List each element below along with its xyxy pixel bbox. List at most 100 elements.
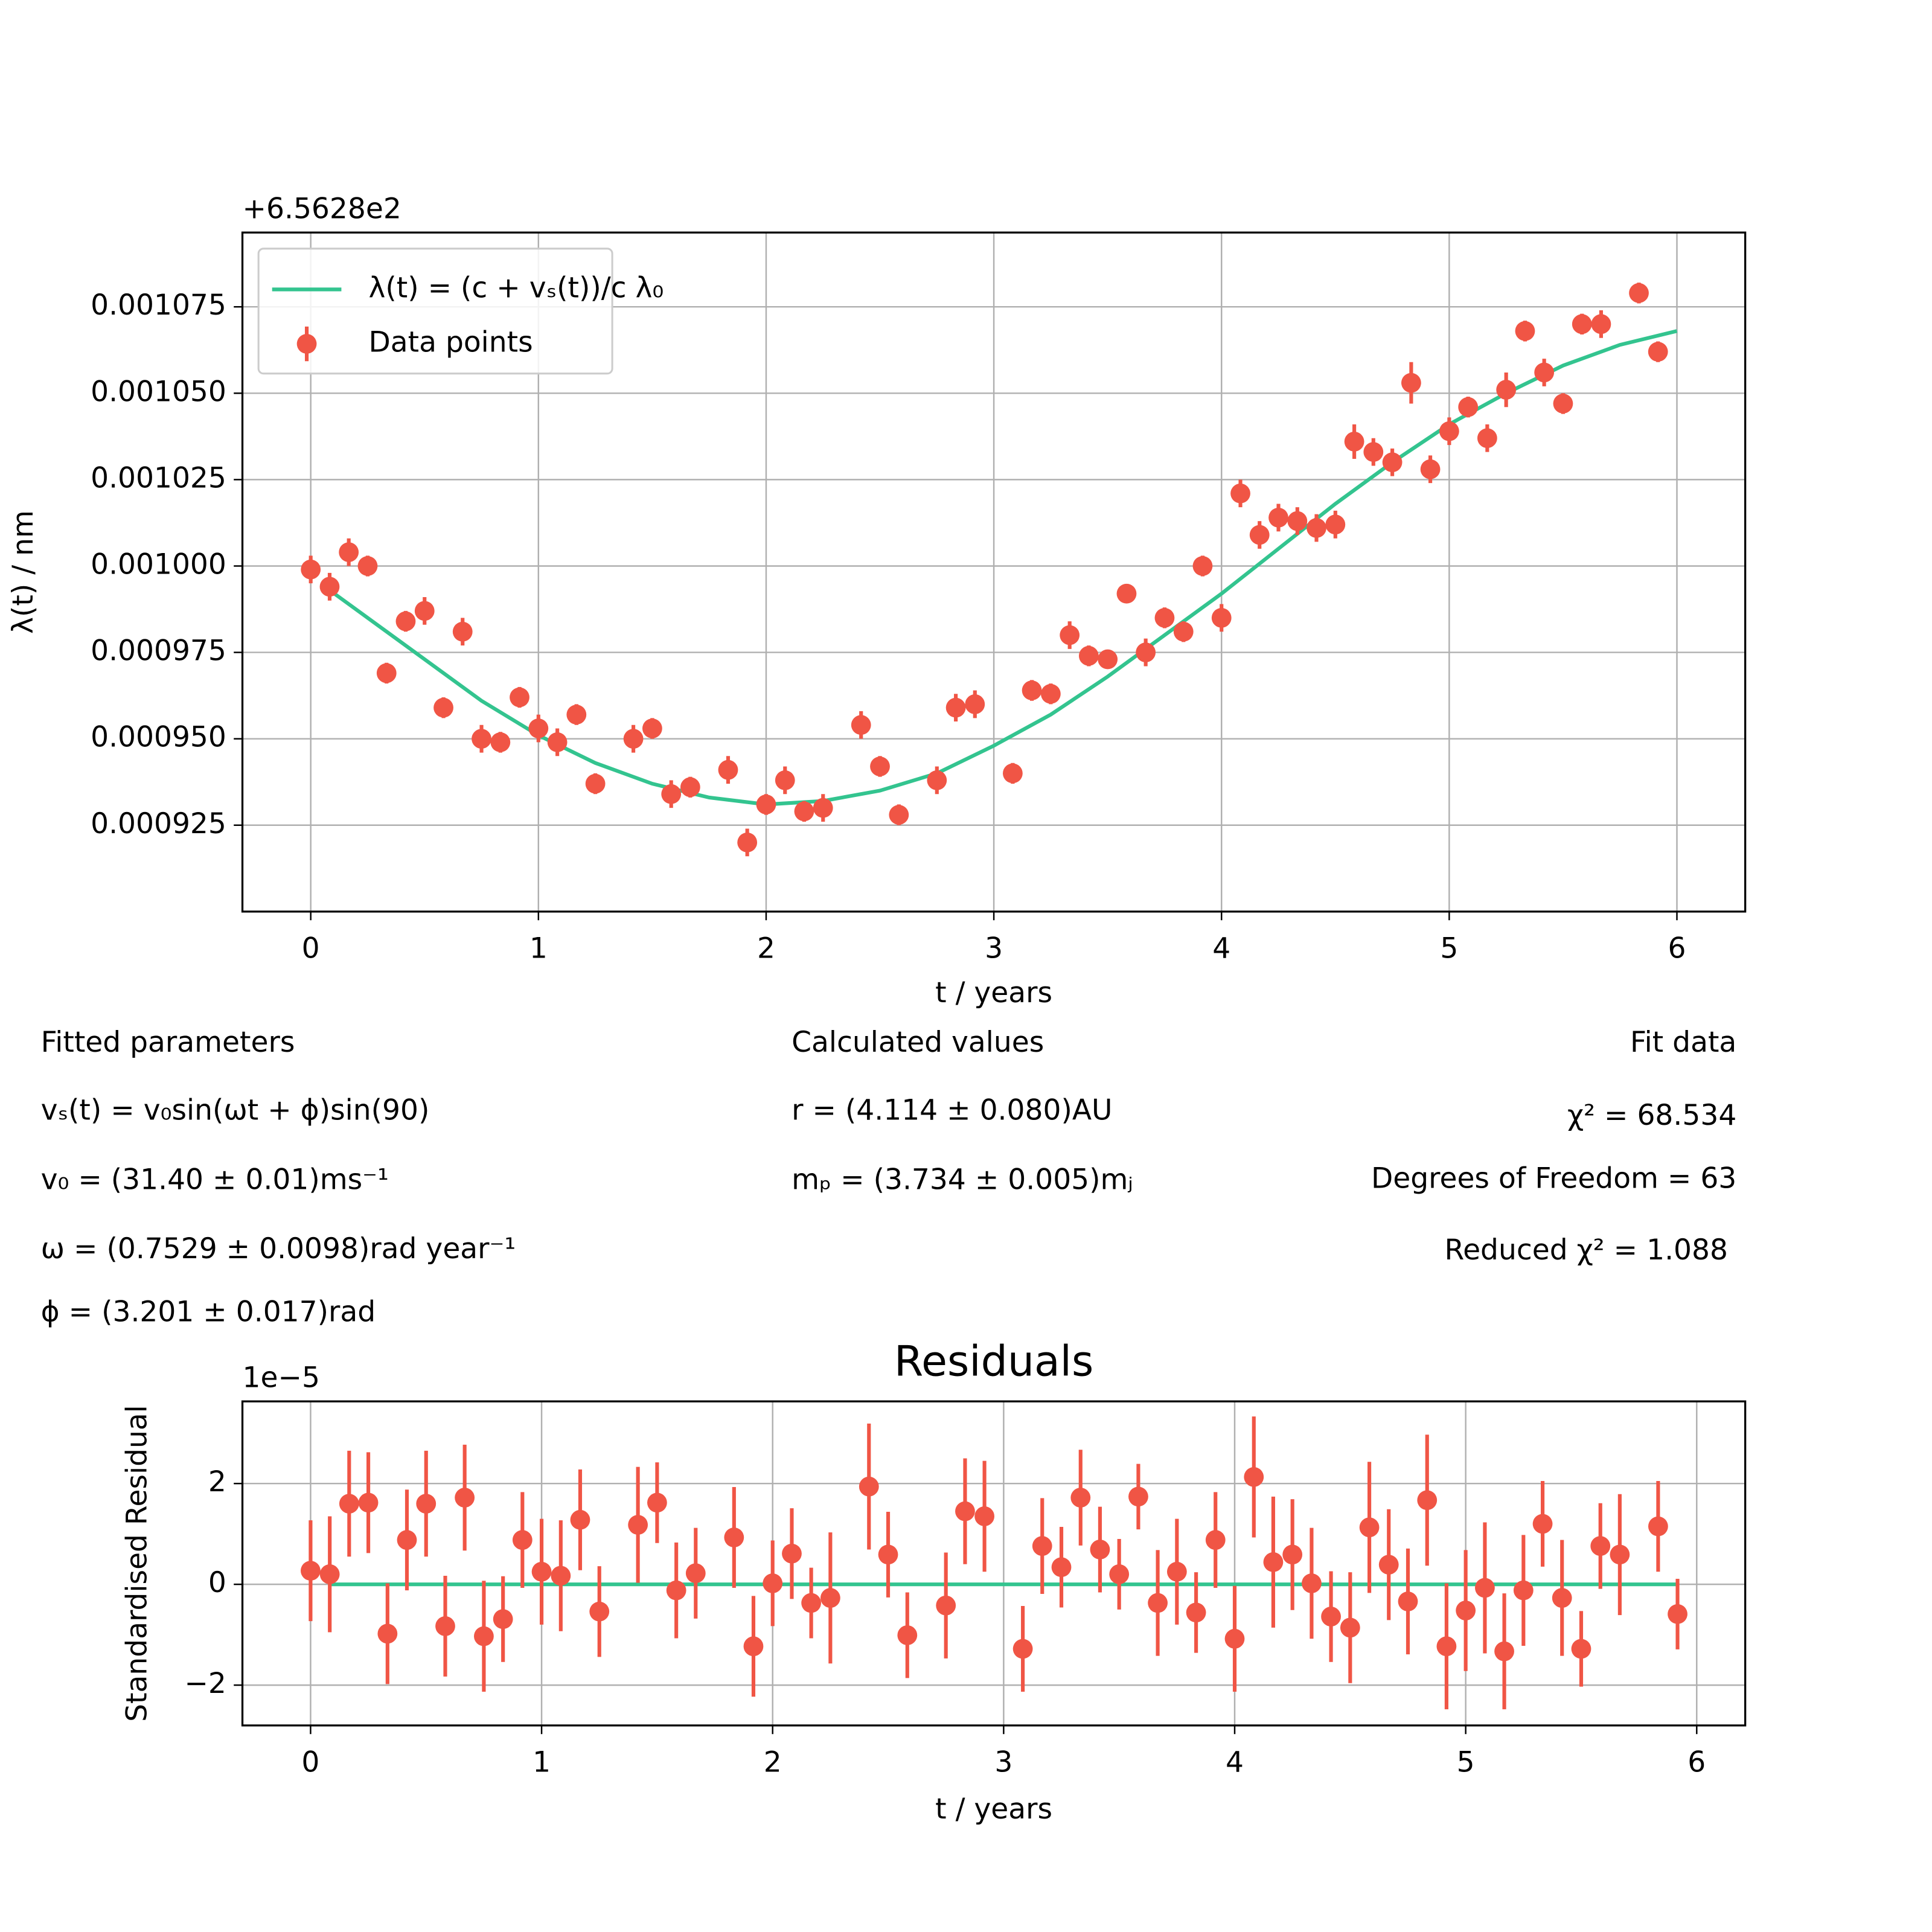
data-point (1496, 380, 1517, 400)
x-tick-label: 2 (764, 1745, 782, 1779)
y-tick-label: 0 (208, 1566, 226, 1599)
data-point (1032, 1536, 1052, 1556)
data-point (1572, 314, 1592, 334)
data-point (1268, 507, 1288, 528)
data-point (551, 1566, 571, 1586)
data-point (1307, 518, 1326, 538)
fit-statistic: Fit data (1630, 1026, 1736, 1059)
fitted-parameter: Fitted parameters (41, 1026, 295, 1059)
data-point (376, 663, 397, 683)
data-point (1116, 583, 1137, 604)
data-point (472, 729, 491, 749)
x-tick-label: 3 (994, 1745, 1012, 1779)
data-point (642, 718, 662, 738)
x-tick-label: 4 (1212, 932, 1230, 965)
data-point (623, 729, 644, 749)
data-point (1378, 1555, 1399, 1575)
data-point (1417, 1490, 1438, 1511)
data-point (878, 1544, 898, 1565)
x-tick-label: 1 (529, 932, 548, 965)
y-tick-label: −2 (184, 1667, 226, 1700)
data-point (1051, 1557, 1072, 1578)
fitted-parameter: v₀ = (31.40 ± 0.01)ms⁻¹ (41, 1163, 389, 1196)
data-point (1648, 1516, 1668, 1537)
data-point (1477, 428, 1497, 449)
data-point (1494, 1641, 1514, 1662)
data-point (301, 559, 321, 580)
x-tick-label: 1 (533, 1745, 551, 1779)
data-point (512, 1530, 533, 1550)
data-point (775, 770, 795, 790)
data-point (945, 697, 966, 718)
data-point (357, 556, 378, 576)
data-point (1475, 1578, 1495, 1598)
x-axis-label: t / years (935, 976, 1052, 1009)
data-point (1012, 1639, 1033, 1659)
data-point (1173, 621, 1194, 642)
data-point (1359, 1517, 1380, 1538)
data-point (1136, 642, 1156, 662)
offset-text: +6.5628e2 (243, 192, 401, 225)
data-point (737, 832, 758, 852)
data-point (661, 784, 682, 804)
data-point (1515, 321, 1535, 341)
data-point (1398, 1591, 1418, 1611)
data-point (1287, 511, 1308, 531)
data-point (1154, 607, 1175, 628)
chart-title: Residuals (894, 1337, 1093, 1386)
y-tick-label: 0.001050 (91, 375, 226, 408)
data-point (1230, 483, 1250, 504)
data-point (1648, 342, 1668, 362)
data-point (794, 801, 814, 822)
x-tick-label: 6 (1668, 932, 1686, 965)
data-point (319, 1564, 340, 1584)
x-tick-label: 2 (757, 932, 775, 965)
data-point (1363, 442, 1384, 462)
data-point (763, 1573, 783, 1593)
data-point (851, 715, 871, 735)
data-point (1629, 283, 1649, 303)
data-point (813, 798, 833, 818)
data-point (1420, 459, 1441, 479)
data-point (680, 777, 700, 798)
data-point (1263, 1552, 1284, 1572)
data-point (820, 1588, 840, 1608)
plot-area (301, 1416, 1687, 1710)
data-point (1211, 607, 1232, 628)
legend-swatch (296, 334, 317, 354)
plot-area (301, 283, 1678, 857)
data-point (531, 1561, 552, 1582)
y-axis-label: Standardised Residual (120, 1405, 153, 1722)
data-point (493, 1609, 513, 1630)
x-tick-label: 0 (301, 1745, 319, 1779)
y-tick-label: 0.000925 (91, 807, 226, 840)
data-point (1590, 1536, 1611, 1556)
x-tick-label: 5 (1457, 1745, 1475, 1779)
data-point (1401, 373, 1421, 393)
data-point (801, 1593, 822, 1613)
data-point (1553, 394, 1573, 414)
data-point (585, 773, 606, 794)
data-point (1186, 1602, 1206, 1623)
data-point (1610, 1544, 1630, 1565)
fitted-parameter: ω = (0.7529 ± 0.0098)rad year⁻¹ (41, 1232, 516, 1265)
data-point (1302, 1573, 1322, 1593)
data-point (397, 1530, 417, 1550)
data-point (1205, 1530, 1226, 1550)
data-point (589, 1601, 610, 1622)
data-point (1166, 1561, 1187, 1582)
data-point (490, 732, 511, 752)
data-point (1668, 1604, 1687, 1624)
fit-statistic: χ² = 68.534 (1567, 1099, 1736, 1132)
data-point (1192, 556, 1213, 576)
data-point (1128, 1486, 1148, 1507)
data-point (395, 611, 416, 632)
data-point (889, 805, 909, 825)
data-point (339, 542, 359, 562)
x-tick-label: 6 (1687, 1745, 1706, 1779)
legend-box (257, 248, 613, 375)
data-point (1571, 1639, 1591, 1659)
data-point (455, 1488, 475, 1508)
fitted-parameter: vₛ(t) = v₀sin(ωt + ϕ)sin(90) (41, 1094, 430, 1127)
data-point (301, 1561, 321, 1581)
